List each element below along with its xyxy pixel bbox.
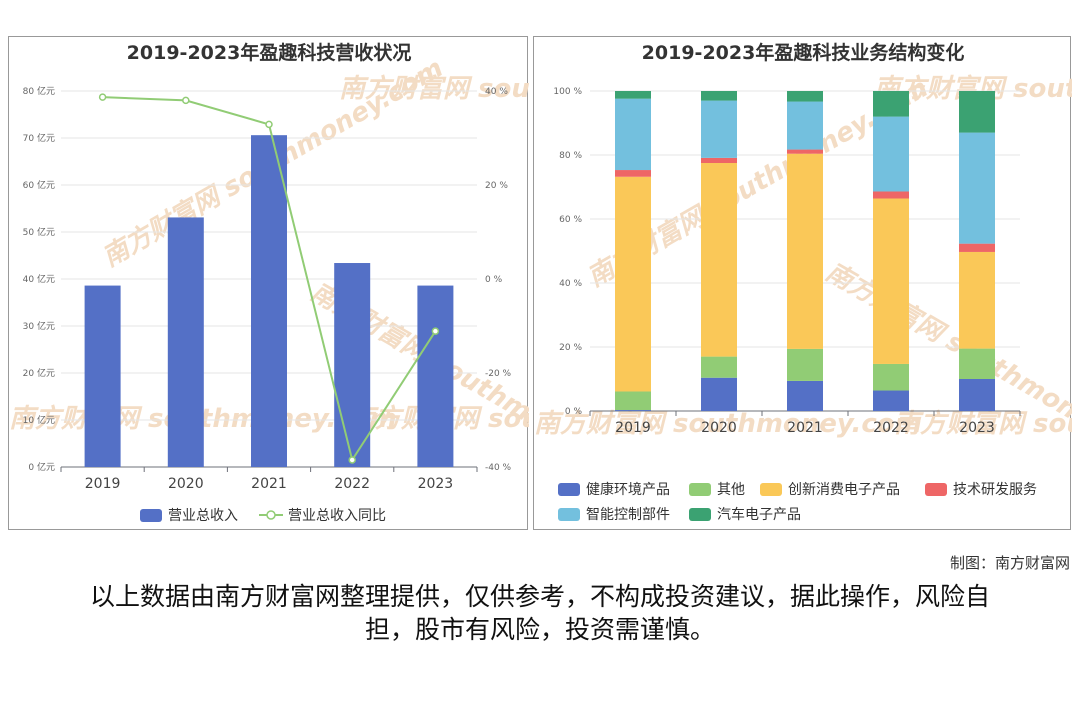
yoy-growth-point bbox=[182, 96, 190, 105]
y-right-tick-label: 0 % bbox=[485, 275, 503, 285]
stacked-bar-segment bbox=[959, 132, 995, 244]
legend-swatch bbox=[689, 508, 711, 521]
y-left-tick-label: 70 亿元 bbox=[23, 132, 55, 144]
y-tick-label: 0 % bbox=[565, 407, 583, 417]
stacked-bar-segment bbox=[873, 363, 909, 391]
legend-label-yoy: 营业总收入同比 bbox=[288, 508, 386, 524]
revenue-bar bbox=[251, 135, 287, 467]
legend-swatch bbox=[558, 508, 580, 521]
stacked-bar-segment bbox=[701, 163, 737, 357]
legend-label: 智能控制部件 bbox=[586, 507, 670, 523]
x-tick-label: 2020 bbox=[701, 420, 737, 436]
revenue-bar bbox=[167, 217, 204, 467]
yoy-growth-point bbox=[98, 93, 107, 101]
x-tick-label: 2019 bbox=[85, 476, 121, 492]
y-left-tick-label: 10 亿元 bbox=[23, 414, 55, 426]
legend-swatch-revenue bbox=[140, 509, 162, 522]
y-left-tick-label: 0 亿元 bbox=[28, 461, 55, 473]
stacked-bar-segment bbox=[615, 410, 651, 411]
legend-label: 其他 bbox=[717, 482, 745, 498]
legend-label-revenue: 营业总收入 bbox=[168, 508, 238, 524]
stacked-bar-segment bbox=[873, 198, 909, 364]
x-tick-label: 2020 bbox=[168, 476, 204, 492]
stacked-bar-segment bbox=[701, 91, 737, 101]
legend-swatch-yoy-marker bbox=[266, 510, 276, 520]
stacked-bar-segment bbox=[787, 101, 823, 150]
y-right-tick-label: 20 % bbox=[485, 181, 508, 191]
stacked-bar-segment bbox=[701, 377, 737, 411]
y-left-tick-label: 20 亿元 bbox=[23, 367, 55, 379]
legend-label: 技术研发服务 bbox=[953, 482, 1037, 498]
stacked-bar-segment bbox=[787, 91, 823, 102]
stacked-bar-segment bbox=[701, 356, 737, 378]
stacked-bar-segment bbox=[959, 251, 995, 349]
stacked-bar-segment bbox=[615, 170, 651, 177]
x-tick-label: 2019 bbox=[615, 420, 651, 436]
y-tick-label: 20 % bbox=[559, 343, 582, 353]
stacked-bar-segment bbox=[787, 348, 823, 381]
stacked-bar-segment bbox=[873, 116, 909, 192]
legend-swatch bbox=[925, 483, 947, 496]
stacked-bar-segment bbox=[787, 380, 823, 411]
watermark-text: 南方财富网 southmoney.com bbox=[534, 409, 922, 439]
stacked-bar-segment bbox=[615, 91, 651, 99]
disclaimer-text: 以上数据由南方财富网整理提供，仅供参考，不构成投资建议，据此操作，风险自担，股市… bbox=[89, 582, 990, 644]
yoy-growth-point bbox=[348, 456, 356, 464]
legend-label: 创新消费电子产品 bbox=[788, 482, 900, 498]
watermark-text: 南方财富网 southmoney.com bbox=[821, 257, 1073, 477]
x-tick-label: 2023 bbox=[418, 476, 454, 492]
stacked-bar-segment bbox=[615, 98, 651, 171]
stacked-bar-segment bbox=[615, 391, 651, 411]
y-tick-label: 80 % bbox=[559, 151, 582, 161]
stacked-bar-segment bbox=[959, 243, 995, 252]
stacked-bar-segment bbox=[959, 379, 995, 411]
y-left-tick-label: 80 亿元 bbox=[23, 85, 55, 97]
y-right-tick-label: -40 % bbox=[485, 463, 512, 473]
legend-label: 汽车电子产品 bbox=[717, 506, 801, 523]
chart-title: 2019-2023年盈趣科技业务结构变化 bbox=[642, 41, 965, 64]
y-tick-label: 100 % bbox=[553, 87, 582, 97]
y-left-tick-label: 50 亿元 bbox=[23, 226, 55, 238]
x-tick-label: 2021 bbox=[251, 476, 287, 492]
yoy-growth-point bbox=[265, 120, 273, 129]
y-left-tick-label: 40 亿元 bbox=[23, 273, 55, 285]
y-right-tick-label: 40 % bbox=[485, 87, 508, 97]
stacked-bar-segment bbox=[615, 176, 651, 392]
y-right-tick-label: -20 % bbox=[485, 369, 512, 379]
legend-swatch bbox=[760, 483, 782, 496]
y-tick-label: 60 % bbox=[559, 215, 582, 225]
y-left-tick-label: 30 亿元 bbox=[23, 320, 55, 332]
y-left-tick-label: 60 亿元 bbox=[23, 179, 55, 191]
x-tick-label: 2021 bbox=[787, 420, 823, 436]
stacked-bar-segment bbox=[787, 149, 823, 154]
legend-swatch bbox=[689, 483, 711, 496]
stacked-bar-segment bbox=[701, 100, 737, 158]
y-tick-label: 40 % bbox=[559, 279, 582, 289]
revenue-bar bbox=[334, 263, 371, 467]
revenue-bar bbox=[84, 285, 121, 467]
yoy-growth-point bbox=[431, 327, 440, 335]
stacked-bar-segment bbox=[959, 91, 995, 133]
x-tick-label: 2023 bbox=[959, 420, 995, 436]
watermark-text: 南方财富网 southmoney.com bbox=[894, 409, 1072, 439]
stacked-bar-segment bbox=[873, 91, 909, 117]
x-tick-label: 2022 bbox=[873, 420, 909, 436]
x-tick-label: 2022 bbox=[334, 476, 370, 492]
watermark-text: 南方财富网 southmoney.com bbox=[339, 74, 529, 104]
stacked-bar-segment bbox=[701, 157, 737, 163]
legend-swatch bbox=[558, 483, 580, 496]
chart-credit: 制图：南方财富网 bbox=[949, 554, 1070, 572]
revenue-bar bbox=[417, 285, 454, 467]
stacked-bar-segment bbox=[873, 191, 909, 199]
stacked-bar-segment bbox=[873, 390, 909, 411]
chart-title: 2019-2023年盈趣科技营收状况 bbox=[127, 41, 412, 64]
stacked-bar-segment bbox=[959, 348, 995, 379]
stacked-bar-segment bbox=[787, 153, 823, 349]
legend-label: 健康环境产品 bbox=[586, 481, 670, 498]
